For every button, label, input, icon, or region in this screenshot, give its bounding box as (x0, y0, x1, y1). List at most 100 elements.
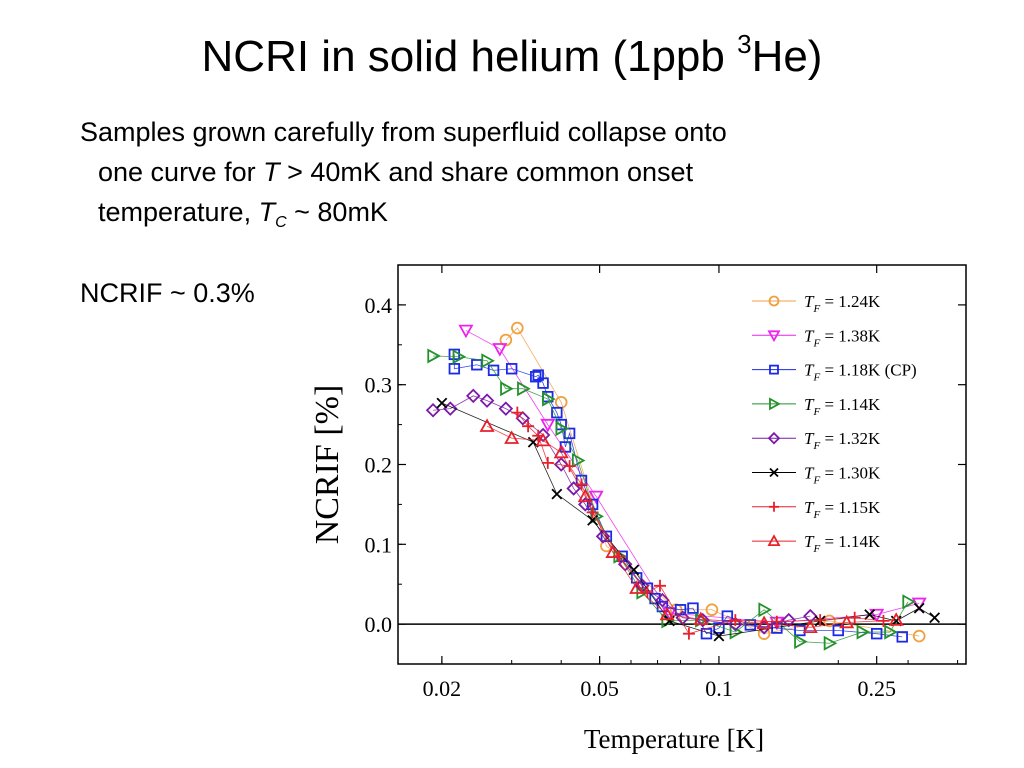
legend-item-7: TF = 1.15K (752, 498, 881, 521)
data-point (571, 452, 586, 469)
para-line-1: Samples grown carefully from superfluid … (80, 117, 727, 147)
data-point (912, 629, 926, 643)
data-point (884, 624, 898, 640)
series-8 (479, 418, 904, 633)
data-point (729, 614, 742, 627)
data-point (511, 321, 524, 335)
data-point (705, 603, 719, 617)
legend-marker (767, 330, 781, 343)
series-5 (425, 388, 818, 635)
description-paragraph: Samples grown carefully from superfluid … (80, 112, 960, 243)
data-point (693, 611, 709, 626)
data-point (770, 615, 783, 628)
legend-label: TF = 1.14K (804, 395, 881, 418)
legend-item-6: TF = 1.30K (752, 464, 881, 487)
data-point (511, 406, 524, 419)
data-point (498, 401, 514, 416)
data-point (653, 579, 666, 592)
data-point (794, 634, 808, 650)
series-line (517, 412, 884, 635)
data-point (535, 432, 551, 447)
legend-marker (769, 397, 781, 411)
data-point (605, 544, 621, 558)
data-point (659, 606, 675, 621)
legend-marker (767, 431, 781, 445)
y-tick-label: 0.3 (365, 373, 393, 398)
y-tick-label: 0.4 (365, 293, 393, 318)
data-point (781, 612, 797, 628)
ncrif-note: NCRIF ~ 0.3% (80, 278, 255, 308)
data-point (929, 612, 941, 624)
data-point (522, 420, 535, 433)
data-point (452, 349, 467, 365)
data-point (563, 427, 576, 440)
data-point (563, 460, 576, 473)
legend-label: TF = 1.24K (804, 292, 881, 315)
legend-item-2: TF = 1.38K (752, 326, 881, 349)
legend-marker (767, 534, 781, 546)
data-point (588, 490, 604, 505)
data-point (487, 364, 500, 377)
legend-item-1: TF = 1.24K (752, 292, 881, 315)
data-point (551, 406, 563, 419)
data-point (504, 430, 520, 444)
data-point (713, 630, 725, 642)
data-point (481, 353, 495, 369)
y-tick-label: 0.1 (365, 532, 393, 557)
data-point (856, 624, 871, 640)
data-point (458, 324, 474, 339)
data-point (553, 457, 569, 472)
legend-label: TF = 1.32K (804, 429, 881, 452)
legend-label: TF = 1.14K (804, 532, 881, 555)
legend: TF = 1.24K TF = 1.38K TF = 1.18K (CP) TF = … (752, 292, 917, 555)
legend-label: TF = 1.38K (804, 326, 881, 349)
data-point (436, 397, 448, 409)
para-line-2: one curve for T > 40mK and share common … (98, 157, 694, 187)
data-point (902, 594, 916, 610)
data-point (500, 381, 514, 397)
legend-marker (768, 295, 780, 307)
legend-item-5: TF = 1.32K (752, 429, 881, 452)
x-tick-label: 0.25 (857, 676, 896, 701)
data-point (823, 635, 838, 651)
data-point (814, 614, 827, 627)
data-point (540, 418, 556, 433)
data-point (870, 627, 883, 640)
legend-label: TF = 1.30K (804, 464, 881, 487)
x-axis-label: Temperature [K] (584, 724, 764, 754)
legend-label: TF = 1.18K (CP) (804, 361, 917, 384)
data-point (425, 402, 441, 418)
data-point (848, 611, 861, 624)
data-point (575, 478, 588, 491)
slide-title: NCRI in solid helium (1ppb 3He) (201, 29, 823, 81)
data-point (517, 381, 531, 397)
data-point (479, 418, 495, 432)
data-point (542, 391, 556, 407)
data-point (427, 348, 441, 364)
data-point (756, 615, 772, 630)
data-point (896, 631, 908, 643)
data-point (465, 388, 481, 404)
data-point (888, 612, 904, 626)
data-point (555, 421, 570, 437)
data-point (492, 343, 508, 357)
data-point (479, 393, 495, 408)
data-point (864, 609, 876, 620)
data-point (448, 363, 461, 375)
data-point (802, 619, 818, 633)
series-line (441, 402, 935, 637)
data-point (566, 481, 581, 496)
data-point (577, 497, 593, 512)
y-tick-label: 0.2 (365, 453, 393, 478)
data-point (641, 586, 654, 599)
para-line-3: temperature, TC ~ 80mK (98, 197, 388, 231)
data-point (530, 371, 542, 383)
data-point (913, 602, 925, 614)
legend-marker (769, 364, 779, 375)
data-point (551, 488, 563, 500)
data-point (537, 377, 549, 389)
data-point (541, 456, 554, 469)
legend-label: TF = 1.15K (804, 498, 881, 521)
data-point (586, 506, 599, 519)
